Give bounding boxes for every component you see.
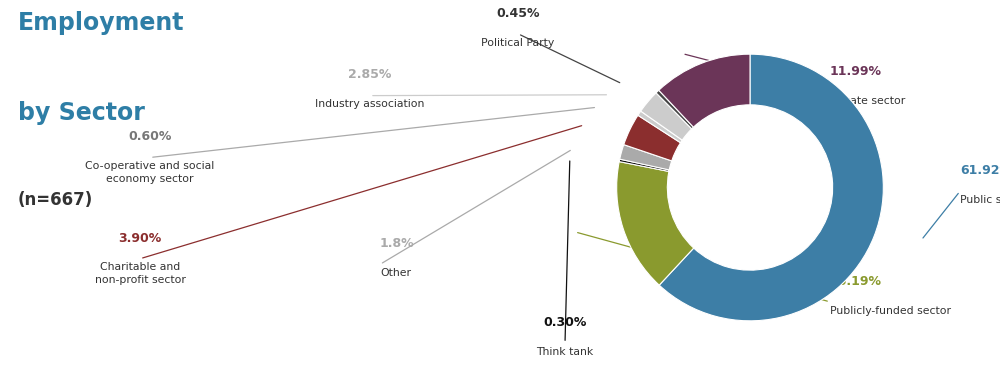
Text: 0.30%: 0.30% [543,316,587,329]
Text: 1.8%: 1.8% [380,237,415,250]
Wedge shape [619,159,669,171]
Text: Other: Other [380,268,411,278]
Text: Publicly-funded sector: Publicly-funded sector [830,306,951,316]
Text: Public sector: Public sector [960,195,1000,205]
Text: 3.90%: 3.90% [118,232,162,244]
Text: Industry association: Industry association [315,99,425,109]
Text: 2.85%: 2.85% [348,69,392,81]
Text: Private sector: Private sector [830,96,905,106]
Wedge shape [641,93,692,140]
Wedge shape [659,54,750,127]
Wedge shape [620,145,672,170]
Wedge shape [617,162,694,285]
Text: 11.99%: 11.99% [830,65,882,78]
Wedge shape [624,115,681,161]
Text: 61.92%: 61.92% [960,164,1000,177]
Text: Think tank: Think tank [536,347,594,357]
Text: Political Party: Political Party [481,38,555,48]
Text: Charitable and
non-profit sector: Charitable and non-profit sector [95,262,185,285]
Text: (n=667): (n=667) [18,191,93,209]
Text: Co-operative and social
economy sector: Co-operative and social economy sector [85,161,215,184]
Wedge shape [656,90,693,129]
Text: 0.45%: 0.45% [496,7,540,20]
Wedge shape [659,54,883,321]
Text: by Sector: by Sector [18,101,145,125]
Wedge shape [638,111,682,143]
Text: 16.19%: 16.19% [830,275,882,288]
Text: Employment: Employment [18,11,184,35]
Text: 0.60%: 0.60% [128,130,172,143]
